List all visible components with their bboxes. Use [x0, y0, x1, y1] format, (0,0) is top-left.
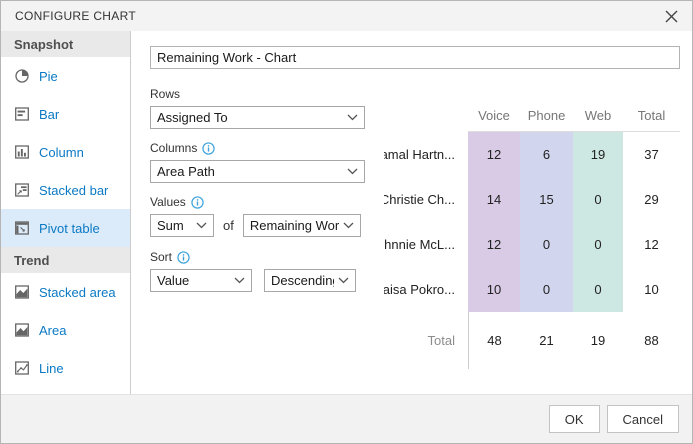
- sidebar-item-label: Stacked area: [39, 284, 116, 300]
- sidebar-item-pie[interactable]: Pie: [1, 57, 130, 95]
- info-icon[interactable]: [177, 250, 190, 264]
- main-panel: Rows Assigned To Columns Area Path: [131, 31, 692, 394]
- sidebar-item-area[interactable]: Area: [1, 311, 130, 349]
- rows-label: Rows: [150, 87, 365, 101]
- pivot-table-icon: [14, 220, 30, 236]
- chevron-down-icon: [347, 114, 358, 121]
- pivot-cell: 0: [520, 267, 573, 312]
- stacked-bar-chart-icon: [14, 182, 30, 198]
- sort-by-dropdown[interactable]: Value: [150, 269, 252, 292]
- info-icon[interactable]: [202, 141, 216, 155]
- sidebar-section-trend: Trend: [1, 247, 130, 273]
- sidebar-item-label: Line: [39, 360, 64, 376]
- pivot-row-label: Raisa Pokro...: [384, 282, 455, 297]
- chart-type-sidebar: Snapshot Pie Bar Column: [1, 31, 131, 394]
- value-field-dropdown[interactable]: Remaining Work: [242, 214, 361, 237]
- of-label: of: [223, 218, 234, 233]
- pivot-total-cell: 48: [468, 312, 520, 369]
- pivot-row-label: Christie Ch...: [384, 192, 455, 207]
- chevron-down-icon: [196, 222, 207, 229]
- dialog-titlebar: CONFIGURE CHART: [1, 1, 692, 31]
- sort-by-dropdown-value: Value: [157, 273, 190, 288]
- pivot-cell: 19: [573, 132, 623, 177]
- rows-dropdown-value: Assigned To: [157, 110, 228, 125]
- sidebar-item-label: Column: [39, 144, 84, 160]
- dialog-title: CONFIGURE CHART: [15, 9, 136, 23]
- dialog-body: Snapshot Pie Bar Column: [1, 31, 692, 394]
- pivot-corner-cell: [384, 99, 468, 132]
- sidebar-item-label: Pivot table: [39, 220, 100, 236]
- pivot-cell: 10: [644, 282, 659, 297]
- chart-settings-form: Rows Assigned To Columns Area Path: [150, 86, 365, 369]
- sidebar-item-bar[interactable]: Bar: [1, 95, 130, 133]
- chevron-down-icon: [343, 222, 354, 229]
- columns-dropdown[interactable]: Area Path: [150, 160, 365, 183]
- pivot-cell: 12: [468, 222, 520, 267]
- pivot-cell: 12: [644, 237, 659, 252]
- pivot-table-preview: Voice Phone Web Total Jamal Hartn... 12 …: [384, 99, 680, 369]
- pivot-cell: 15: [520, 177, 573, 222]
- sidebar-item-pivot-table[interactable]: Pivot table: [1, 209, 130, 247]
- pivot-column-header: Web: [573, 99, 623, 132]
- chevron-down-icon: [338, 277, 349, 284]
- pivot-column-header: Phone: [520, 99, 573, 132]
- dialog-footer: OK Cancel: [1, 394, 692, 443]
- pivot-total-cell: 88: [644, 333, 659, 348]
- columns-dropdown-value: Area Path: [157, 164, 215, 179]
- sidebar-item-label: Stacked bar: [39, 182, 109, 198]
- rows-label-text: Rows: [150, 87, 181, 101]
- bar-chart-icon: [14, 106, 30, 122]
- pivot-cell: 12: [468, 132, 520, 177]
- area-chart-icon: [14, 322, 30, 338]
- pivot-cell: 0: [573, 177, 623, 222]
- ok-button[interactable]: OK: [548, 405, 600, 433]
- chevron-down-icon: [234, 277, 245, 284]
- sidebar-item-label: Area: [39, 322, 67, 338]
- sidebar-item-stacked-bar[interactable]: Stacked bar: [1, 171, 130, 209]
- columns-label: Columns: [150, 141, 365, 155]
- pivot-cell: 29: [644, 192, 659, 207]
- column-chart-icon: [14, 144, 30, 160]
- columns-label-text: Columns: [150, 141, 198, 155]
- pivot-total-row-label: Total: [427, 333, 455, 348]
- value-field-dropdown-value: Remaining Work: [249, 218, 339, 233]
- sort-label-text: Sort: [150, 250, 173, 264]
- sidebar-item-label: Pie: [39, 68, 58, 84]
- close-icon[interactable]: [663, 8, 679, 24]
- cancel-button[interactable]: Cancel: [606, 405, 679, 433]
- sidebar-item-line[interactable]: Line: [1, 349, 130, 387]
- pivot-column-header: Total: [623, 99, 680, 132]
- values-label: Values: [150, 195, 365, 209]
- pivot-row-label: Jamal Hartn...: [384, 147, 455, 162]
- chevron-down-icon: [347, 168, 358, 175]
- pivot-cell: 0: [573, 267, 623, 312]
- aggregation-dropdown[interactable]: Sum: [150, 214, 214, 237]
- chart-name-input[interactable]: [150, 46, 680, 69]
- sort-direction-dropdown[interactable]: Descending: [264, 269, 356, 292]
- sort-direction-dropdown-value: Descending: [271, 273, 334, 288]
- pivot-cell: 6: [520, 132, 573, 177]
- pivot-row-label: Johnnie McL...: [384, 237, 455, 252]
- pivot-cell: 0: [573, 222, 623, 267]
- sort-label: Sort: [150, 250, 365, 264]
- stacked-area-chart-icon: [14, 284, 30, 300]
- pivot-cell: 0: [520, 222, 573, 267]
- sidebar-item-stacked-area[interactable]: Stacked area: [1, 273, 130, 311]
- pie-chart-icon: [14, 68, 30, 84]
- pivot-total-cell: 19: [590, 333, 606, 348]
- pivot-total-cell: 21: [539, 333, 554, 348]
- aggregation-dropdown-value: Sum: [157, 218, 184, 233]
- sidebar-item-column[interactable]: Column: [1, 133, 130, 171]
- pivot-cell: 10: [468, 267, 520, 312]
- values-label-text: Values: [150, 195, 186, 209]
- sidebar-section-snapshot: Snapshot: [1, 31, 130, 57]
- pivot-cell: 14: [468, 177, 520, 222]
- pivot-column-header: Voice: [468, 99, 520, 132]
- pivot-cell: 37: [644, 147, 659, 162]
- info-icon[interactable]: [191, 195, 204, 209]
- line-chart-icon: [14, 360, 30, 376]
- sidebar-item-label: Bar: [39, 106, 60, 122]
- rows-dropdown[interactable]: Assigned To: [150, 106, 365, 129]
